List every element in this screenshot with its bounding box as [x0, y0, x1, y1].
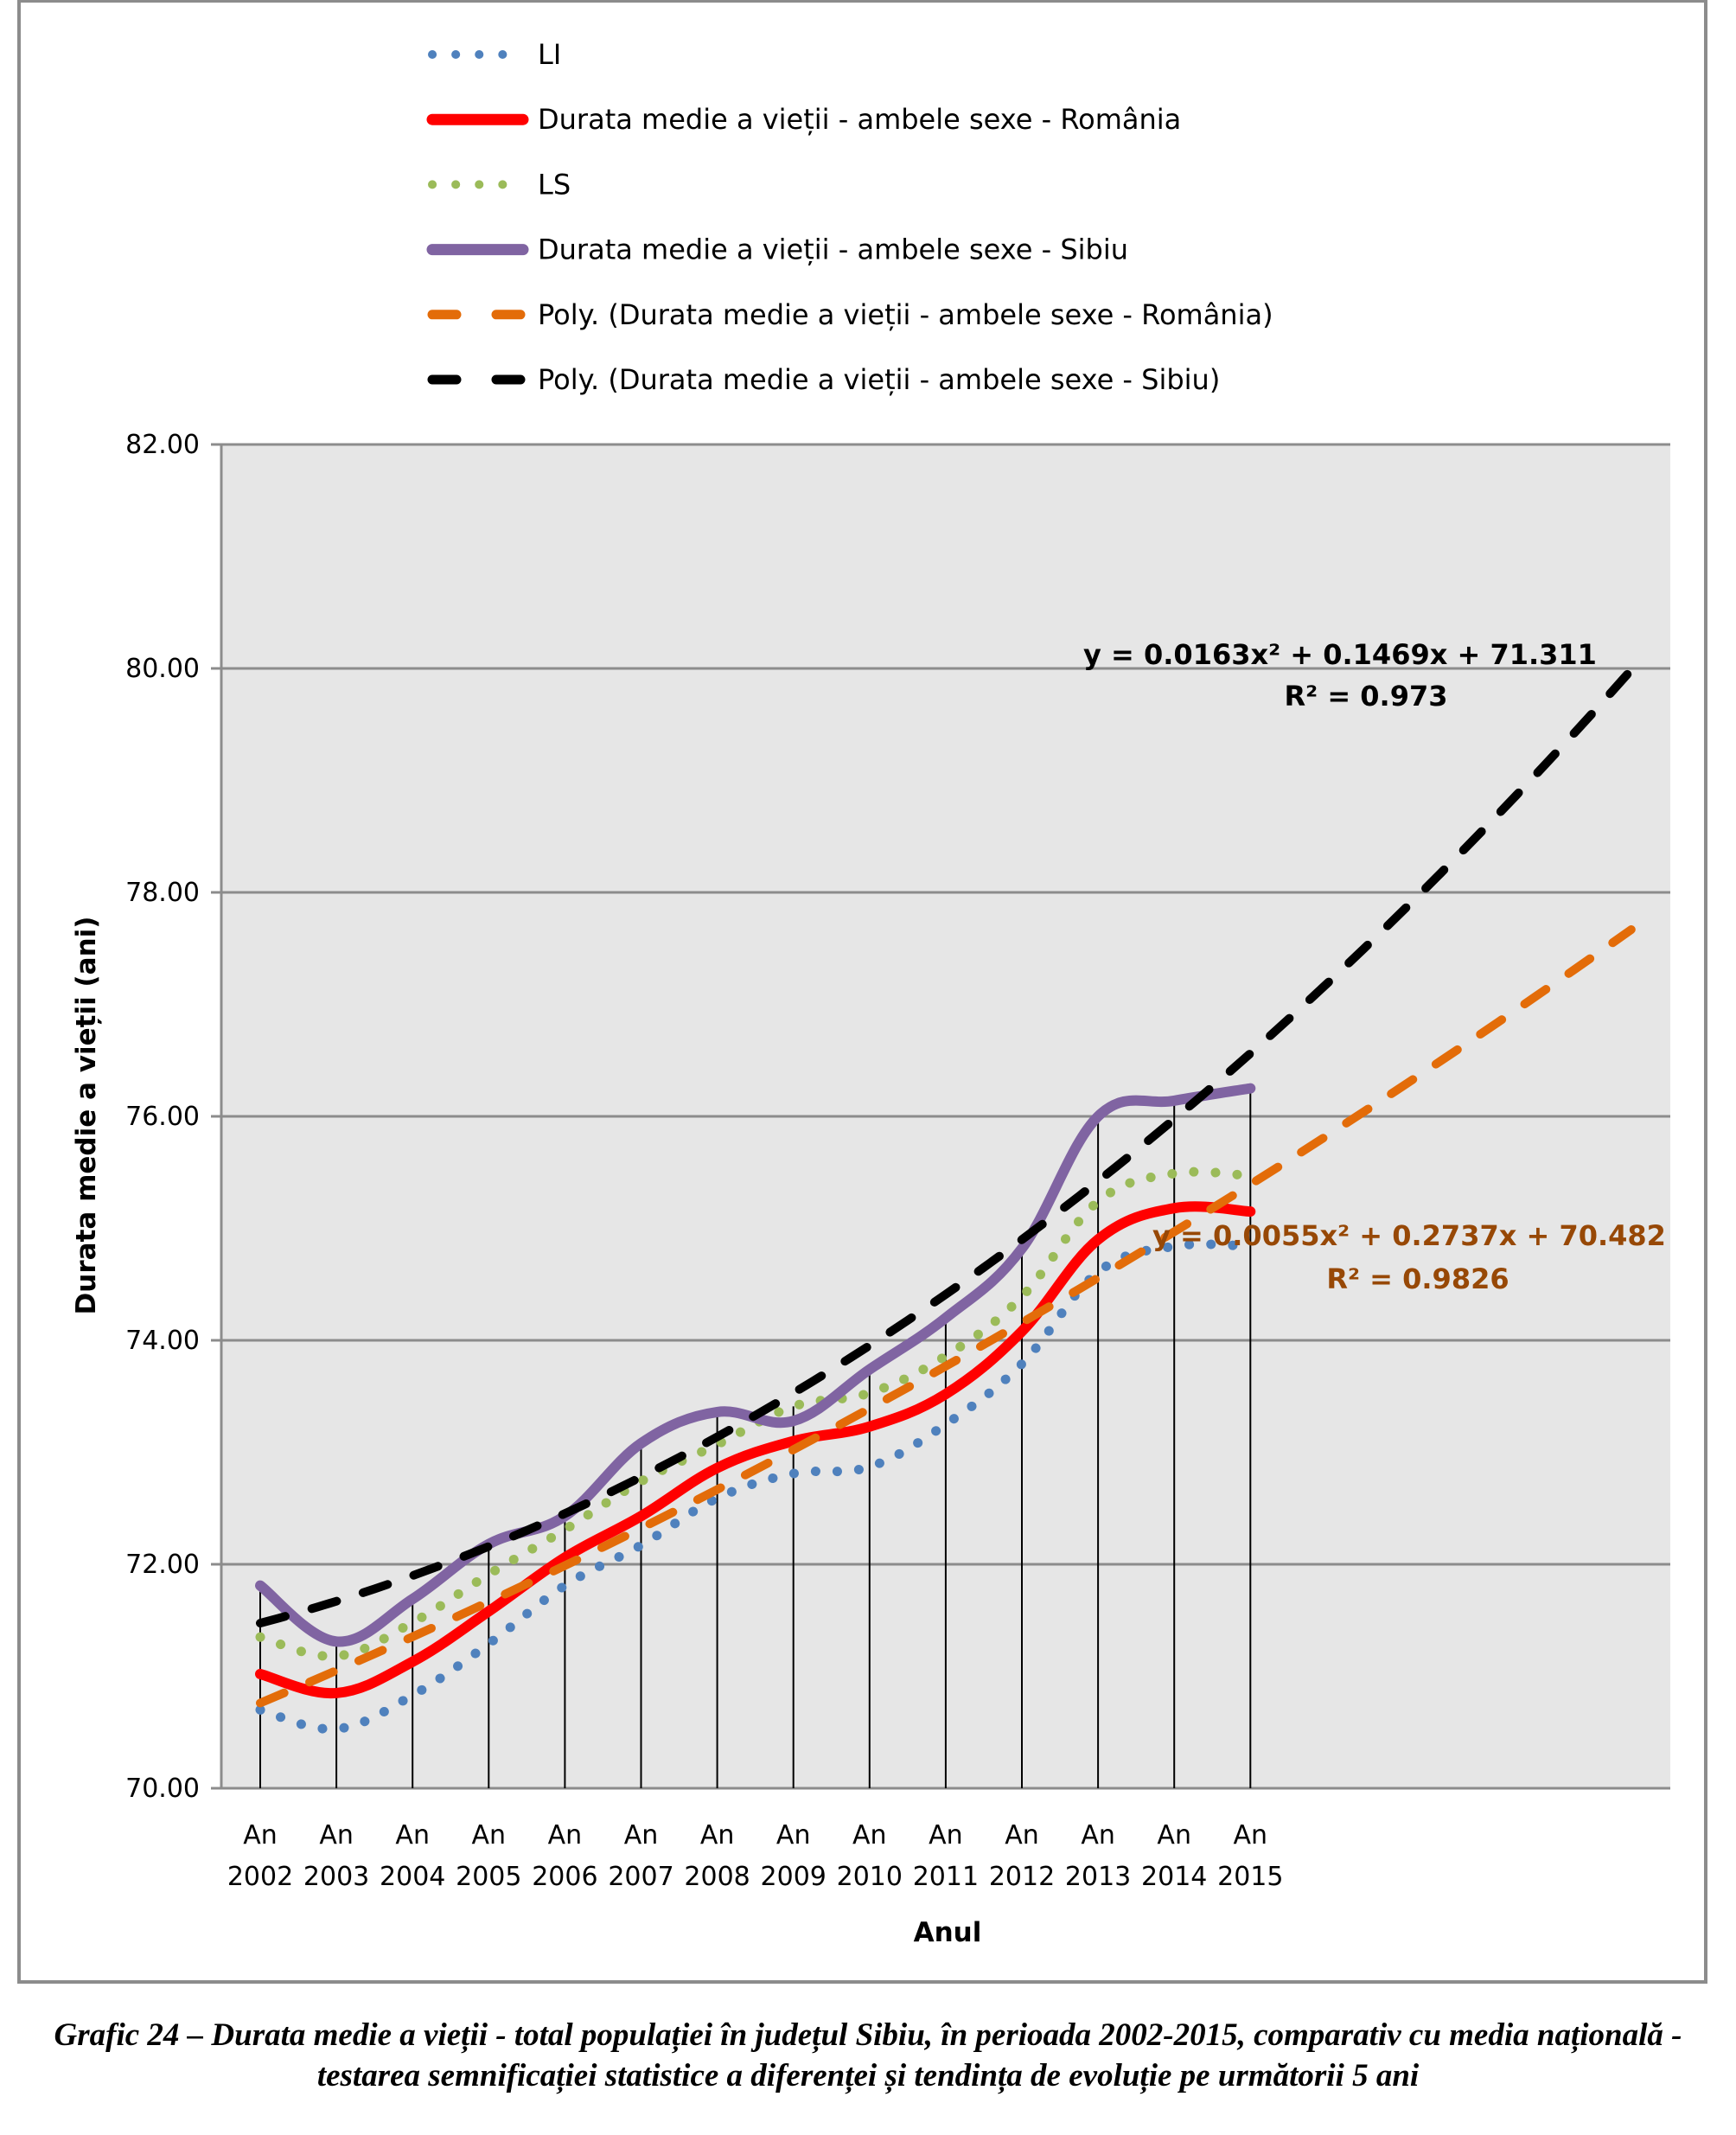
legend-label: Poly. (Durata medie a vieții - ambele se…	[538, 363, 1220, 396]
legend: LI Durata medie a vieții - ambele sexe - …	[426, 38, 1273, 396]
x-tick-label-line1: An	[852, 1820, 887, 1851]
x-tick-label-line1: An	[1157, 1820, 1191, 1851]
x-tick-label-line1: An	[243, 1820, 278, 1851]
y-axis-title: Durata medie a vieții (ani)	[71, 917, 102, 1315]
x-tick-label-line1: An	[776, 1820, 811, 1851]
legend-label: LS	[538, 168, 571, 201]
x-tick-label-line2: 2003	[303, 1862, 369, 1892]
x-tick-label-line1: An	[1005, 1820, 1039, 1851]
series-line-0	[255, 1239, 1255, 1735]
x-tick-label-line2: 2011	[913, 1862, 979, 1892]
x-tick-label-line1: An	[548, 1820, 583, 1851]
y-tick-label: 82.00	[125, 430, 200, 460]
x-tick-label-line2: 2012	[989, 1862, 1055, 1892]
x-tick-label-line1: An	[624, 1820, 659, 1851]
legend-item: LI	[428, 38, 561, 71]
trendline-equation-romania: y = 0.0055x² + 0.2737x + 70.482	[1152, 1219, 1666, 1252]
x-tick-label-line2: 2008	[684, 1862, 750, 1892]
x-tick-label-line2: 2014	[1141, 1862, 1207, 1892]
x-tick-label-line1: An	[929, 1820, 963, 1851]
legend-item: Durata medie a vieții - ambele sexe - Ro…	[426, 103, 1181, 136]
legend-label: Durata medie a vieții - ambele sexe - Si…	[538, 233, 1128, 266]
legend-label: Poly. (Durata medie a vieții - ambele se…	[538, 298, 1273, 331]
y-tick-label: 72.00	[125, 1550, 200, 1580]
legend-item: LS	[428, 168, 571, 201]
trendline-r2-sibiu: R² = 0.973	[1285, 680, 1448, 713]
y-tick-label: 70.00	[125, 1774, 200, 1804]
y-axis-ticks: 70.00 72.00 74.00 76.00 78.00 80.00 82.00	[125, 430, 200, 1804]
x-tick-label-line1: An	[319, 1820, 354, 1851]
x-tick-label-line2: 2015	[1217, 1862, 1283, 1892]
x-tick-label-line1: An	[700, 1820, 735, 1851]
x-tick-label-line2: 2010	[837, 1862, 903, 1892]
x-tick-label-line1: An	[395, 1820, 430, 1851]
x-tick-label-line2: 2009	[761, 1862, 827, 1892]
legend-label: LI	[538, 38, 561, 71]
trendline-1	[256, 665, 1636, 1628]
x-tick-label-line2: 2013	[1065, 1862, 1131, 1892]
x-tick-label-line1: An	[472, 1820, 507, 1851]
y-tick-label: 78.00	[125, 878, 200, 908]
series-line-2	[255, 1167, 1255, 1661]
x-tick-label-line2: 2006	[532, 1862, 597, 1892]
x-axis-title: Anul	[914, 1917, 982, 1948]
x-axis-ticks: An 2002 An 2003 An 2004 An 2005 An 2006 An 2007 An 20…	[227, 1820, 1284, 1892]
series	[255, 1083, 1256, 1735]
legend-item: Poly. (Durata medie a vieții - ambele se…	[427, 298, 1273, 331]
x-tick-label-line2: 2007	[608, 1862, 673, 1892]
gridlines	[211, 443, 1670, 1790]
x-tick-label-line2: 2004	[380, 1862, 445, 1892]
legend-label: Durata medie a vieții - ambele sexe - Ro…	[538, 103, 1181, 136]
legend-item: Durata medie a vieții - ambele sexe - Si…	[426, 233, 1128, 266]
trendline-0	[256, 925, 1636, 1708]
trendline-equation-sibiu: y = 0.0163x² + 0.1469x + 71.311	[1083, 638, 1597, 671]
series-line-1	[255, 1201, 1256, 1699]
figure-caption: Grafic 24 – Durata medie a vieții - tota…	[54, 2017, 1682, 2093]
y-tick-label: 76.00	[125, 1102, 200, 1132]
y-tick-label: 80.00	[125, 654, 200, 684]
x-tick-label-line2: 2002	[227, 1862, 293, 1892]
series-line-3	[255, 1083, 1256, 1647]
trendline-r2-romania: R² = 0.9826	[1326, 1262, 1509, 1295]
chart: LI Durata medie a vieții - ambele sexe - …	[71, 38, 1670, 1948]
x-tick-label-line2: 2005	[456, 1862, 521, 1892]
x-tick-label-line1: An	[1081, 1820, 1115, 1851]
legend-item: Poly. (Durata medie a vieții - ambele se…	[427, 363, 1220, 396]
trendlines	[256, 665, 1636, 1708]
x-tick-label-line1: An	[1234, 1820, 1268, 1851]
y-tick-label: 74.00	[125, 1326, 200, 1356]
